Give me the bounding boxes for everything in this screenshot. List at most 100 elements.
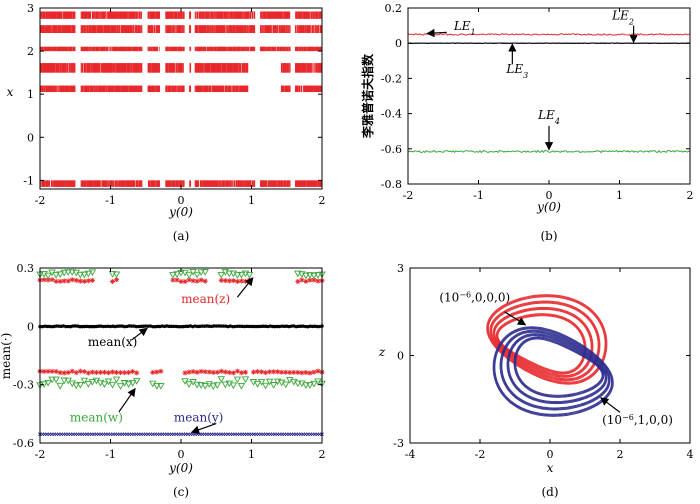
mean-z-point: [202, 278, 208, 284]
mean-z-point: [45, 368, 51, 374]
mean-annotation: mean(w): [70, 411, 123, 425]
mean-z-point: [311, 277, 317, 283]
panel-d-xlabel: x: [547, 461, 554, 475]
mean-z-point: [57, 370, 63, 376]
blue-attractor-loop: [499, 329, 611, 411]
mean-w-point: [233, 376, 242, 384]
y-tick-label: 3: [397, 262, 404, 275]
red-attractor-loop: [487, 296, 606, 383]
x-tick-label: 0: [547, 448, 554, 461]
panel-c-caption: (c): [173, 485, 189, 499]
mean-z-point: [279, 369, 285, 375]
mean-w-point: [52, 272, 60, 279]
le-annotation-base: LE: [505, 62, 523, 76]
mean-z-point: [242, 369, 248, 375]
mean-z-point: [170, 277, 176, 283]
mean-arrow: [131, 327, 148, 341]
mean-z-point: [158, 368, 164, 374]
mean-z-point: [238, 370, 244, 376]
init-annotation: (10−6,1,0,0): [602, 413, 673, 428]
mean-w-point: [197, 382, 205, 389]
mean-x-point: [235, 324, 240, 328]
blue-attractor-loop: [515, 338, 603, 396]
mean-w-point: [132, 378, 141, 385]
mean-x-point: [179, 324, 183, 329]
mean-w-point: [128, 380, 137, 387]
mean-w-point: [76, 271, 85, 279]
mean-z-point: [230, 278, 236, 284]
mean-z-point: [234, 368, 240, 374]
mean-x-point: [90, 324, 94, 329]
mean-w-point: [52, 376, 60, 384]
mean-w-point: [100, 381, 109, 389]
mean-x-point: [87, 324, 92, 329]
mean-x-point: [252, 324, 256, 329]
panel-d-caption: (d): [541, 485, 558, 499]
mean-z-point: [283, 369, 289, 375]
panel-c: -2 -1 0 1 2 0.3 0 -0.3 -0.6 mean(z) mean(x) mean(w…: [0, 262, 326, 499]
red-attractor-loop: [489, 300, 601, 382]
mean-z-point: [61, 278, 67, 284]
x-tick-label: 0: [178, 194, 185, 207]
y-tick-label: 0.3: [17, 262, 35, 275]
blue-attractor-loop: [513, 336, 605, 398]
mean-z-point: [291, 369, 297, 375]
mean-z-point: [49, 368, 55, 374]
mean-z-point: [49, 277, 55, 283]
init-annotation: (10−6,0,0,0): [439, 290, 510, 305]
mean-z-point: [275, 369, 281, 375]
mean-z-point: [154, 369, 160, 375]
mean-w-point: [193, 381, 201, 389]
mean-z-point: [202, 369, 208, 375]
mean-arrow: [236, 277, 254, 298]
mean-x-point: [45, 324, 49, 329]
mean-w-point: [80, 377, 89, 385]
x-tick-label: -2: [35, 448, 46, 461]
panel-d-ylabel: z: [378, 345, 386, 359]
mean-w-point: [72, 382, 81, 390]
blue-attractor-loop: [506, 333, 608, 405]
mean-w-point: [185, 381, 193, 388]
init-arrow: [600, 397, 621, 413]
panel-c-annotations: mean(z) mean(x) mean(w) mean(y): [70, 277, 254, 434]
mean-annotation: mean(x): [88, 335, 138, 349]
mean-z-point: [295, 278, 301, 284]
mean-w-point: [108, 270, 117, 278]
mean-x-point: [172, 324, 176, 329]
mean-z-point: [110, 369, 116, 375]
series-line-le1: [407, 33, 691, 36]
mean-z-point: [182, 370, 188, 376]
mean-w-point: [112, 271, 121, 279]
mean-z-point: [57, 278, 63, 284]
mean-x-point: [64, 324, 68, 329]
mean-z-point: [190, 278, 196, 284]
blue-attractor-loop: [501, 331, 609, 409]
mean-z-point: [118, 370, 124, 376]
red-attractor-loop: [491, 302, 599, 380]
panel-a-ylabel: x: [7, 85, 14, 99]
blue-attractor-loop: [494, 328, 613, 415]
mean-z-point: [299, 370, 305, 376]
x-tick-label: 1: [248, 194, 255, 207]
mean-z-point: [73, 277, 79, 283]
mean-w-point: [225, 270, 234, 278]
init-annotation-base: (10: [602, 413, 622, 427]
panel-c-ticks: -2 -1 0 1 2 0.3 0 -0.3 -0.6: [13, 262, 326, 461]
mean-z-point: [287, 369, 293, 375]
mean-x-point: [176, 324, 181, 329]
mean-w-point: [221, 381, 230, 389]
mean-z-point: [53, 369, 59, 375]
mean-z-point: [295, 369, 301, 375]
mean-x-point: [254, 324, 258, 329]
mean-w-point: [294, 380, 302, 388]
panel-a-frame: [39, 7, 323, 190]
mean-w-point: [265, 378, 274, 386]
y-tick-label: -0.4: [381, 108, 402, 121]
mean-w-point: [310, 272, 318, 280]
le-annotation-sub: 4: [554, 116, 560, 125]
y-tick-label: 0: [27, 320, 34, 333]
panel-b-data: [407, 33, 691, 154]
init-annotation-sup: −6: [459, 290, 471, 299]
mean-z-point: [251, 369, 257, 375]
